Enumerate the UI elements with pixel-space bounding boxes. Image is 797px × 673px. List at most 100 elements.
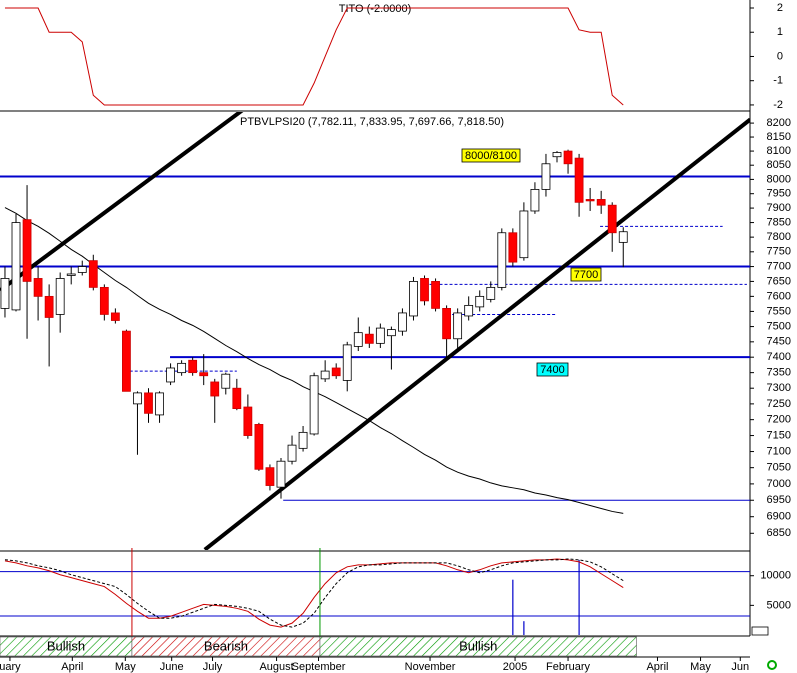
y-tick-label: 7700 [767, 260, 791, 272]
x-tick-label: May [690, 661, 711, 673]
x-tick-label: 2005 [503, 661, 527, 673]
candle-body [353, 332, 363, 347]
trend-line [203, 117, 750, 550]
candle-body [607, 204, 617, 234]
candle-body [188, 359, 198, 374]
y-tick-label: 7250 [767, 398, 791, 410]
candle-body [618, 231, 628, 243]
candle-body [33, 278, 43, 297]
zone-label: Bullish [47, 638, 85, 653]
y-tick-label: 5000 [767, 599, 791, 611]
candle-body [22, 219, 32, 282]
y-tick-label: 7050 [767, 462, 791, 474]
candle-body [530, 189, 540, 212]
candle-body [541, 163, 551, 190]
x-tick-label: September [292, 661, 346, 673]
x-tick-label: June [160, 661, 184, 673]
x-tick-label: uary [0, 661, 21, 673]
candle-body [155, 392, 164, 416]
zone-label: Bullish [459, 638, 497, 653]
candle-body [298, 431, 308, 449]
y-tick-label: 7000 [767, 478, 791, 490]
candle-body [110, 312, 120, 321]
candle-body [519, 210, 529, 259]
candle-body [66, 273, 76, 276]
candle-body [409, 281, 418, 317]
candle-body [442, 308, 451, 340]
moving-average [4, 207, 624, 514]
y-tick-label: 0 [777, 50, 783, 62]
trend-line [0, 112, 244, 292]
indicator-title: TITO (-2.0000) [339, 3, 412, 15]
candle-body [386, 329, 396, 337]
candle-body [232, 387, 242, 410]
candle-body [221, 373, 231, 389]
plot-area [0, 558, 750, 635]
y-tick-label: 10000 [760, 570, 791, 582]
candle-body [342, 344, 352, 381]
candle-body [144, 392, 153, 414]
x-tick-label: August [259, 661, 293, 673]
y-tick-label: 6900 [767, 511, 791, 523]
y-tick-label: 7550 [767, 305, 791, 317]
y-tick-label: 8100 [767, 145, 791, 157]
y-tick-label: 7450 [767, 336, 791, 348]
candle-body [166, 367, 175, 383]
x-tick-label: February [546, 661, 591, 673]
candle-body [11, 222, 21, 311]
candle-body [243, 406, 253, 436]
indicator-line [4, 7, 624, 106]
annotation: 8000/8100 [465, 150, 517, 162]
candle-body [276, 460, 286, 488]
y-tick-label: 2 [777, 2, 783, 14]
status-icon [767, 660, 777, 670]
candle-body [287, 444, 297, 462]
plot-area [4, 7, 624, 106]
y-tick-label: 8200 [767, 117, 791, 129]
y-tick-label: -2 [773, 99, 783, 111]
x-tick-label: April [646, 661, 668, 673]
zone-label: Bearish [204, 638, 248, 653]
candle-body [210, 381, 220, 397]
x-tick-label: April [61, 661, 83, 673]
candle-body [122, 330, 131, 392]
y-tick-label: 7900 [767, 202, 791, 214]
y-tick-label: 8000 [767, 173, 791, 185]
y-tick-label: 7200 [767, 414, 791, 426]
candle-body [320, 370, 330, 380]
candle-body [265, 467, 275, 486]
y-tick-label: 7650 [767, 275, 791, 287]
y-tick-label: 7150 [767, 429, 791, 441]
candle-body [177, 362, 187, 374]
candle-body [254, 424, 264, 470]
y-tick-label: 7750 [767, 246, 791, 258]
candle-body [331, 367, 341, 377]
y-tick-label: 7100 [767, 445, 791, 457]
candle-body [398, 312, 407, 332]
candle-body [596, 199, 606, 206]
x-tick-label: July [203, 661, 223, 673]
scroll-box [751, 626, 769, 636]
candle-body [453, 312, 463, 340]
x-tick-label: May [115, 661, 136, 673]
plot-area [0, 112, 750, 550]
annotation-box [570, 267, 602, 282]
candle-body [486, 286, 496, 300]
y-tick-label: 7500 [767, 320, 791, 332]
y-tick-label: 7600 [767, 290, 791, 302]
candle-body [55, 278, 65, 315]
candle-body [99, 286, 109, 315]
x-tick-label: November [405, 661, 456, 673]
y-tick-label: 7850 [767, 216, 791, 228]
candle-body [199, 372, 209, 377]
candle-body [464, 304, 474, 317]
y-tick-label: -1 [773, 75, 783, 87]
candle-body [88, 260, 98, 288]
indicator-line [4, 558, 624, 628]
candle-body [552, 152, 562, 158]
candle-body [585, 199, 595, 202]
indicator-line [4, 558, 624, 628]
annotation-box [461, 148, 521, 163]
annotation: 7400 [540, 364, 564, 376]
